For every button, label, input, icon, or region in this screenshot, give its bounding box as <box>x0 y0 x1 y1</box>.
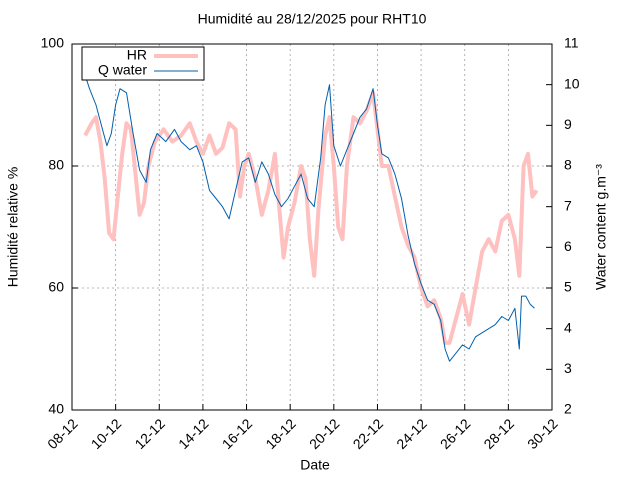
legend-box <box>81 46 205 81</box>
y2-tick-label: 7 <box>564 197 572 213</box>
data-line <box>82 68 535 362</box>
y2-tick-label: 2 <box>564 401 572 417</box>
legend-label: Q water <box>98 62 147 78</box>
y-tick-label: 80 <box>48 157 64 173</box>
x-tick-label: 24-12 <box>393 415 430 452</box>
x-tick-label: 28-12 <box>480 415 517 452</box>
x-tick-label: 16-12 <box>219 415 256 452</box>
y2-tick-label: 6 <box>564 238 572 254</box>
y2-tick-label: 8 <box>564 157 572 173</box>
y2-tick-label: 9 <box>564 116 572 132</box>
y2-tick-label: 10 <box>564 75 580 91</box>
x-tick-label: 22-12 <box>350 415 387 452</box>
y2-tick-label: 11 <box>564 35 579 51</box>
x-axis-label: Date <box>300 457 330 473</box>
x-tick-label: 10-12 <box>88 415 125 452</box>
y-tick-label: 100 <box>41 35 65 51</box>
x-tick-label: 08-12 <box>44 415 81 452</box>
x-tick-label: 20-12 <box>306 415 343 452</box>
plot-frame <box>71 43 553 411</box>
x-tick-label: 12-12 <box>131 415 168 452</box>
chart-title: Humidité au 28/12/2025 pour RHT10 <box>198 11 427 27</box>
y2-tick-label: 3 <box>564 360 572 376</box>
x-tick-label: 14-12 <box>175 415 212 452</box>
x-tick-label: 18-12 <box>262 415 299 452</box>
y2-axis-label: Water content g.m⁻³ <box>593 164 609 290</box>
y-axis-label: Humidité relative % <box>5 167 21 288</box>
data-line <box>83 90 539 345</box>
y2-tick-label: 4 <box>564 319 572 335</box>
x-tick-label: 30-12 <box>524 415 561 452</box>
x-tick-label: 26-12 <box>437 415 474 452</box>
y2-tick-label: 5 <box>564 279 572 295</box>
legend-label: HR <box>127 47 147 63</box>
y-tick-label: 60 <box>48 279 64 295</box>
y-tick-label: 40 <box>48 401 64 417</box>
